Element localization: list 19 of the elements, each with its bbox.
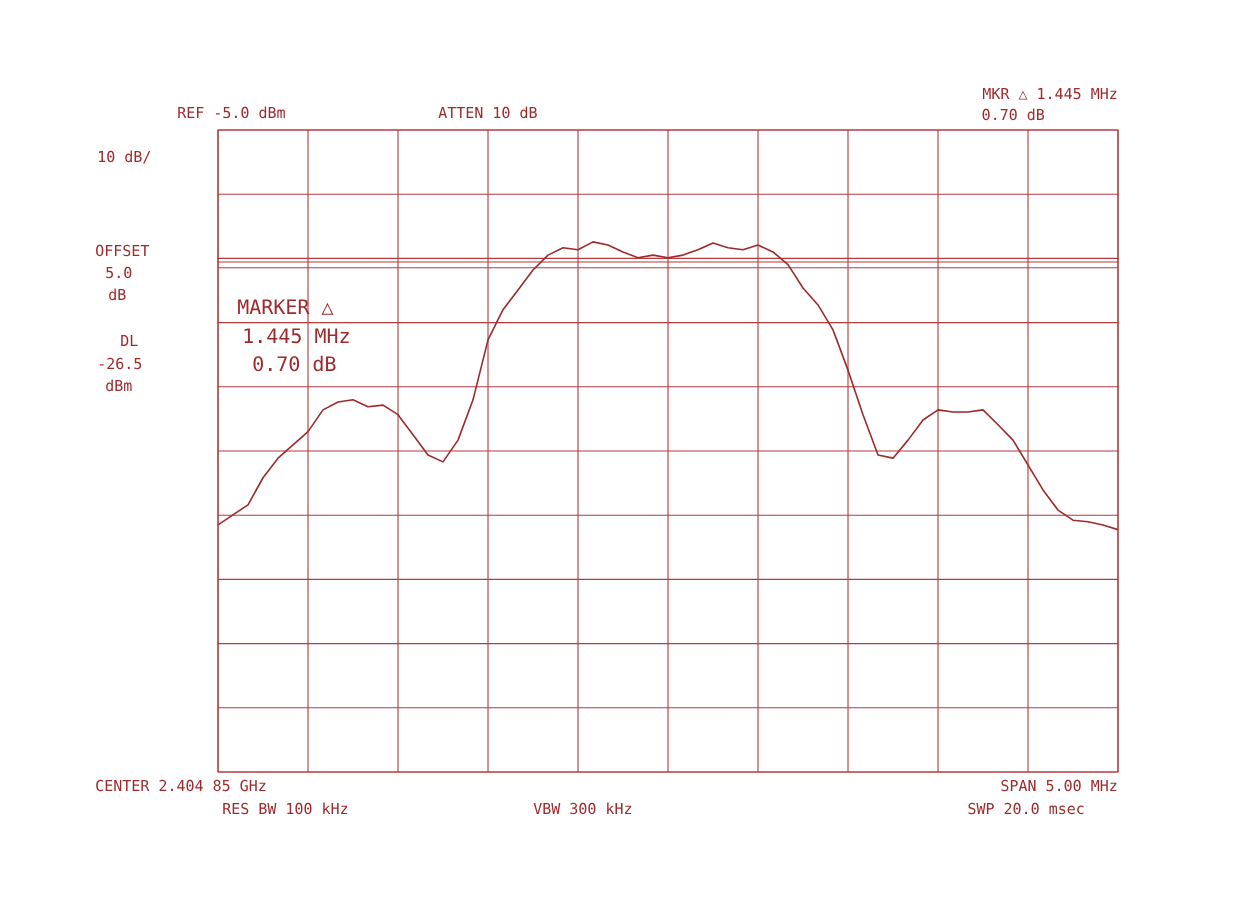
text: RES BW 100 kHz [223,802,348,815]
text: REF -5.0 dBm [178,106,285,119]
text: OFFSET [96,244,150,257]
text: CENTER 2.404 85 GHz [96,779,266,792]
text: VBW 300 kHz [533,802,632,815]
text: SWP 20.0 msec [968,802,1084,815]
text: 5.0 [106,266,132,279]
text: dBm [106,379,132,392]
text: dB [109,288,126,301]
annotation: MARKER △ [238,299,334,315]
text: MKR △ 1.445 MHz [982,88,1117,100]
text: 10 dB/ [99,150,151,164]
text: DL [121,335,138,346]
text: 0.70 dB [982,108,1045,121]
text: ATTEN 10 dB [438,106,537,119]
text: -26.5 [99,357,142,370]
annotation: 0.70 dB [253,355,336,372]
text: SPAN 5.00 MHz [1001,779,1117,792]
annotation: 1.445 MHz [244,328,349,344]
